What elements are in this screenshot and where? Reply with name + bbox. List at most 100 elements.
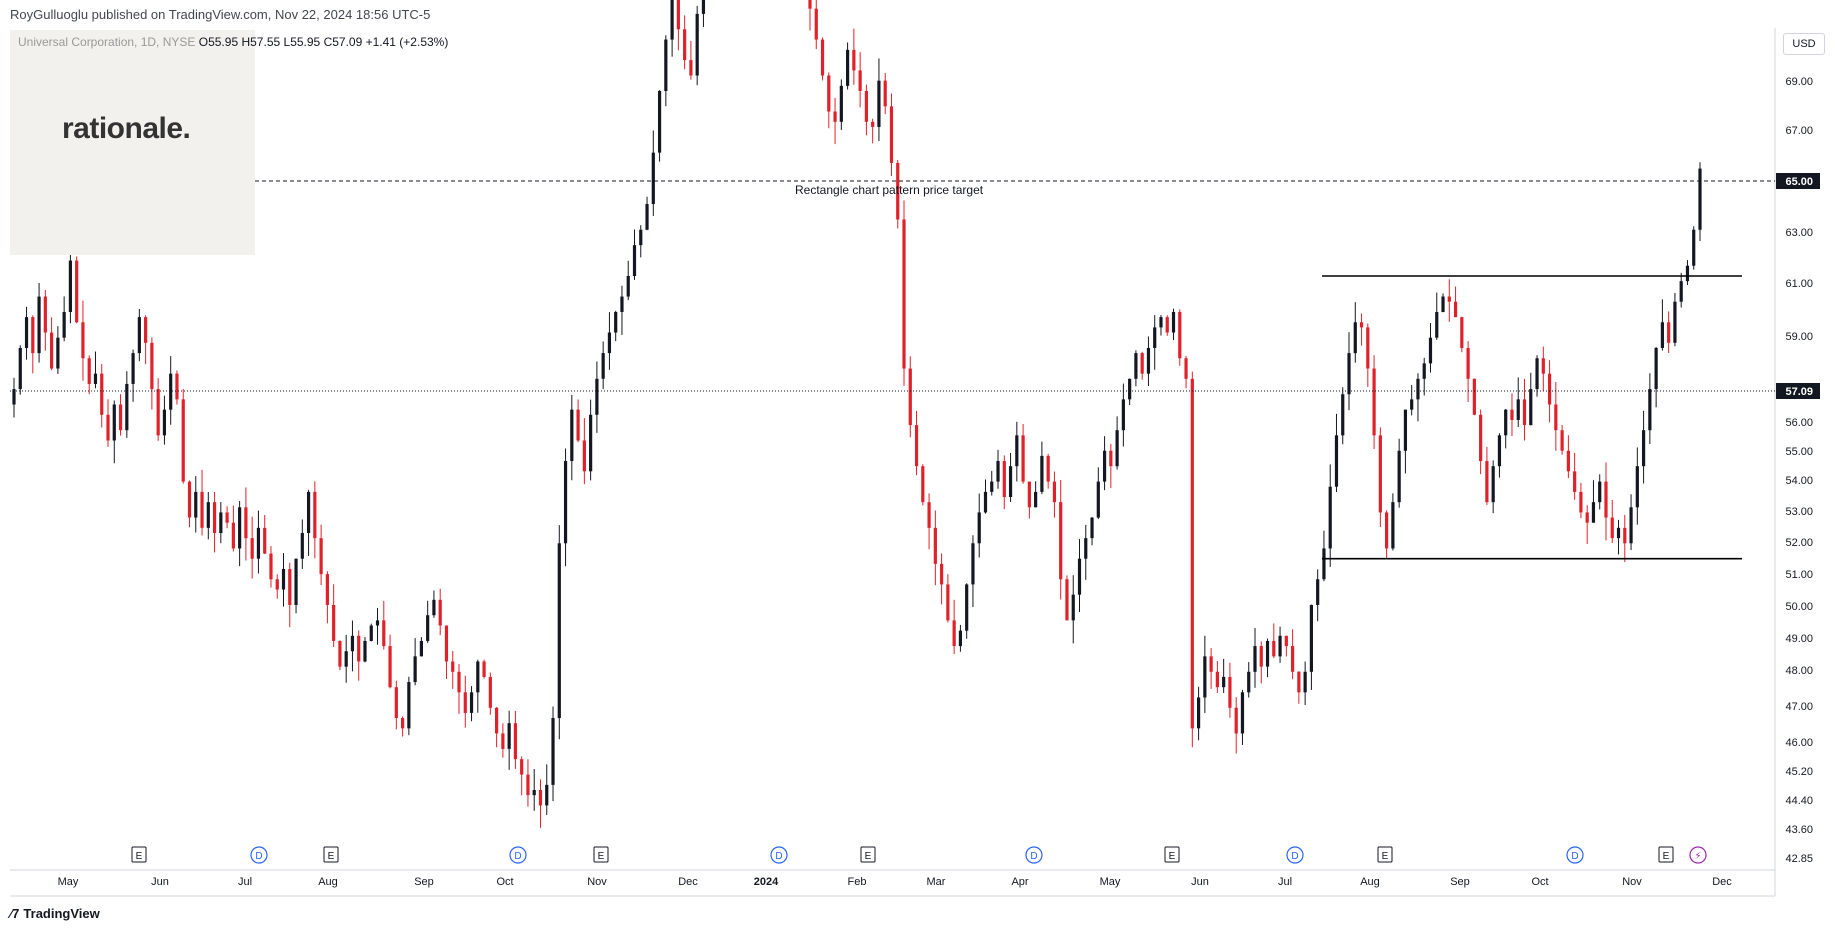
dividend-marker-label: D (775, 851, 782, 862)
earnings-marker-label: E (1169, 851, 1176, 862)
candle-body (940, 563, 944, 585)
x-tick-label: May (58, 876, 79, 888)
earnings-marker (1377, 846, 1393, 863)
dividend-marker-label: D (514, 851, 521, 862)
candle-body (845, 49, 850, 86)
candle-body (50, 332, 54, 369)
candle-body (495, 707, 499, 734)
candle-body (1472, 378, 1476, 415)
candle-body (1529, 389, 1533, 426)
candle-body (864, 90, 869, 122)
earnings-marker-label: E (1382, 851, 1389, 862)
y-tick-label: 61.00 (1785, 278, 1813, 290)
candle-body (1435, 311, 1439, 338)
y-tick-label: 55.00 (1785, 446, 1813, 458)
dividend-marker-label: D (1030, 851, 1037, 862)
candle-body (1598, 481, 1602, 503)
y-tick-label: 59.00 (1785, 331, 1813, 343)
dividend-marker (509, 846, 527, 864)
publisher-info: RoyGulluoglu published on TradingView.co… (10, 7, 431, 22)
candle-body (670, 0, 674, 40)
x-tick-label: Mar (927, 876, 946, 888)
x-tick-label: Oct (1531, 876, 1548, 888)
candle-body (1002, 461, 1006, 498)
candle-body (1410, 399, 1414, 410)
candle-body (651, 152, 655, 205)
dividend-marker-label: D (255, 851, 262, 862)
candle-body (357, 635, 361, 662)
candle-body (451, 661, 455, 672)
candle-body (933, 527, 937, 564)
candle-body (332, 604, 336, 641)
candle-body (1516, 399, 1520, 420)
candle-body (908, 368, 912, 426)
y-tick-label: 44.40 (1785, 795, 1813, 807)
legend-open: O55.95 (198, 35, 239, 49)
candle-body (1604, 481, 1608, 518)
tradingview-logo[interactable]: ⁄7 TradingView (10, 906, 100, 921)
candle-body (1585, 512, 1589, 523)
candle-body (194, 491, 198, 518)
candle-body (1153, 327, 1157, 348)
target-price-label: 65.00 (1785, 176, 1813, 188)
candle-body (538, 790, 543, 806)
candle-body (1222, 676, 1226, 688)
x-tick-label: Jun (1191, 876, 1209, 888)
candle-body (444, 625, 449, 662)
candle-body (839, 85, 843, 122)
candle-body (219, 512, 223, 533)
candle-body (1115, 430, 1119, 467)
candle-body (1341, 394, 1345, 436)
candle-body (1353, 322, 1357, 354)
candle-body (632, 245, 637, 276)
candle-body (68, 260, 73, 312)
candle-body (1391, 502, 1395, 549)
candle-body (1322, 548, 1326, 580)
candle-body (563, 461, 568, 544)
candle-body (952, 620, 956, 647)
candle-body (664, 39, 668, 91)
currency-button[interactable]: USD (1783, 33, 1825, 55)
candle-body (1184, 358, 1188, 379)
candle-body (1685, 265, 1690, 282)
candle-body (871, 121, 875, 127)
dividend-marker (250, 846, 268, 864)
candle-body (162, 409, 167, 436)
candle-body (1096, 481, 1100, 518)
candle-body (1510, 409, 1514, 420)
candle-body (1121, 399, 1125, 431)
earnings-marker-label: E (328, 851, 335, 862)
dividend-marker (770, 846, 788, 864)
candle-body (1008, 466, 1013, 498)
candle-body (118, 404, 123, 431)
candle-body (520, 759, 524, 775)
candle-body (676, 0, 680, 30)
dividend-marker (1025, 846, 1043, 864)
y-tick-label: 56.00 (1785, 417, 1813, 429)
x-tick-label: 2024 (754, 876, 779, 888)
candle-body (1441, 296, 1445, 312)
candle-body (601, 353, 605, 379)
candle-body (62, 311, 66, 338)
candle-body (1397, 450, 1401, 503)
dividend-marker (1566, 846, 1584, 864)
x-tick-label: Nov (1622, 876, 1642, 888)
candle-body (1040, 455, 1044, 492)
candle-body (1140, 353, 1144, 374)
candle-body (858, 70, 862, 91)
candle-body (1253, 646, 1257, 672)
symbol-legend[interactable]: Universal Corporation, 1D, NYSE O55.95 H… (18, 35, 448, 49)
x-tick-label: Sep (1450, 876, 1470, 888)
candle-body (37, 296, 41, 354)
candle-body (144, 317, 148, 343)
dividend-marker-label: D (1291, 851, 1298, 862)
candle-body (125, 383, 129, 431)
candle-body (1052, 481, 1057, 503)
candle-body (1077, 558, 1082, 595)
candle-body (1648, 389, 1652, 431)
candle-body (551, 718, 555, 785)
candle-body (545, 784, 549, 806)
candle-body (1309, 604, 1314, 672)
candle-body (1692, 229, 1696, 266)
